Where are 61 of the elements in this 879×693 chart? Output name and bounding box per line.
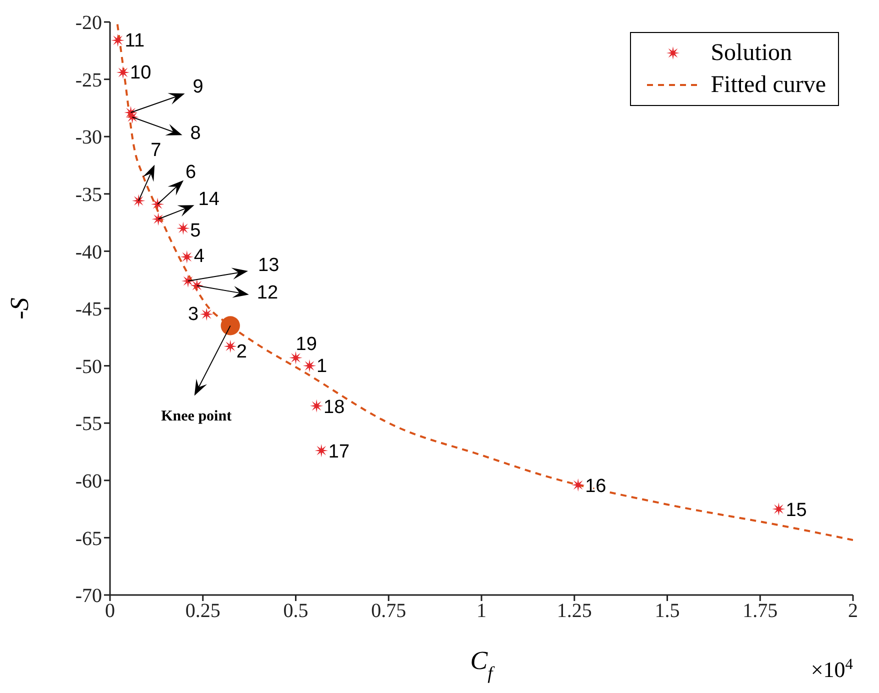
point xyxy=(314,444,328,458)
point xyxy=(111,34,124,47)
annotation: 17 xyxy=(328,442,350,463)
y-tick-label: -25 xyxy=(75,69,102,92)
annotation: 19 xyxy=(296,334,317,355)
y-tick-label: -45 xyxy=(75,298,102,321)
y-tick-label: -35 xyxy=(75,184,102,206)
y-tick-label: -55 xyxy=(75,413,102,436)
y-tick-label: -60 xyxy=(75,470,102,492)
y-tick-label: -30 xyxy=(75,126,102,149)
text: ×10$^{4}$ xyxy=(810,656,854,682)
x-tick-label: 0.25 xyxy=(185,600,220,622)
legend-label: Solution xyxy=(710,40,792,66)
y-tick-label: -70 xyxy=(75,585,102,608)
annotation: 18 xyxy=(324,396,345,418)
y-axis-title: -S xyxy=(5,298,34,320)
annotation: 3 xyxy=(188,304,199,326)
y-tick-label: -20 xyxy=(75,12,102,34)
point xyxy=(772,502,786,516)
x-tick-label: 1 xyxy=(476,600,486,622)
point xyxy=(224,340,237,353)
x-tick-label: 0.75 xyxy=(371,600,406,622)
annotation: 14 xyxy=(198,189,220,210)
point xyxy=(176,222,190,235)
point xyxy=(310,399,324,413)
legend-label: Fitted curve xyxy=(710,72,826,98)
annotation: 4 xyxy=(194,246,205,267)
annotation: 8 xyxy=(190,123,201,144)
x-axis-title: C$_{f}$ xyxy=(470,646,496,683)
point xyxy=(220,316,240,336)
annotation: 10 xyxy=(130,62,152,84)
annotation: 13 xyxy=(258,254,280,276)
line-series xyxy=(116,23,853,541)
point xyxy=(132,194,146,208)
y-tick-label: -40 xyxy=(75,241,102,264)
annotation: 9 xyxy=(192,76,204,98)
x-tick-label: 1.75 xyxy=(742,600,778,622)
point xyxy=(152,212,165,226)
annotation: 6 xyxy=(186,162,196,184)
point xyxy=(180,250,194,264)
x-tick-label: 1.25 xyxy=(556,600,592,622)
annotation: 15 xyxy=(786,500,807,522)
x-tick-label: 0 xyxy=(105,600,115,622)
annotation: 7 xyxy=(150,140,162,161)
y-tick-label: -65 xyxy=(75,528,102,550)
point xyxy=(200,308,214,321)
annotation: 12 xyxy=(256,282,278,304)
point xyxy=(302,359,316,372)
point xyxy=(571,478,585,492)
point xyxy=(289,351,302,364)
annotation: 1 xyxy=(316,356,328,377)
y-tick-label: -50 xyxy=(75,356,102,378)
x-tick-label: 2 xyxy=(848,600,858,622)
annotation: 2 xyxy=(236,341,247,362)
point xyxy=(124,106,138,120)
annotation: 11 xyxy=(124,30,145,52)
x-tick-label: 0.5 xyxy=(283,600,308,622)
x-tick-label: 1.5 xyxy=(654,600,680,622)
annotation: Knee point xyxy=(161,408,232,425)
annotation: 5 xyxy=(190,220,201,242)
point xyxy=(116,66,130,80)
